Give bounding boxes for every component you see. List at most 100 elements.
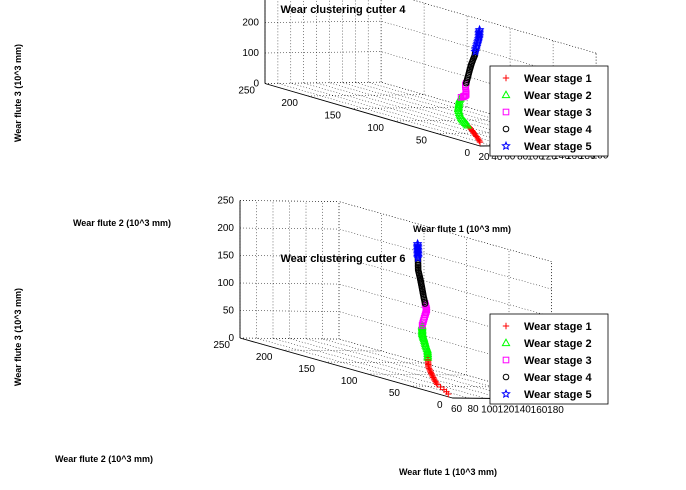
- legend-label: Wear stage 4: [524, 372, 593, 384]
- legend-label: Wear stage 2: [524, 338, 592, 350]
- y-tick-label: 50: [416, 136, 428, 147]
- x-tick-label: 160: [566, 151, 583, 162]
- z-tick-label: 200: [242, 18, 259, 29]
- grid-line: [316, 82, 532, 146]
- y-axis-label: Wear flute 2 (10^3 mm): [55, 454, 153, 464]
- grid-line: [264, 81, 382, 84]
- x-tick-label: 20: [478, 152, 490, 163]
- legend-label: Wear stage 1: [524, 73, 592, 85]
- data-point: [501, 140, 511, 151]
- data-point: [437, 383, 444, 391]
- x-axis-label: Wear flute 1 (10^3 mm): [399, 467, 497, 477]
- grid-line: [342, 82, 558, 146]
- grid-line: [264, 51, 382, 54]
- x-tick-label: 80: [467, 404, 479, 415]
- chart-title: Wear clustering cutter 6: [280, 253, 405, 265]
- series-5: [412, 238, 423, 263]
- z-tick-label: 100: [242, 48, 259, 59]
- data-point: [501, 388, 511, 399]
- box-edge: [412, 0, 597, 54]
- x-tick-label: 140: [553, 151, 570, 162]
- chart-title: Wear clustering cutter 4: [280, 4, 406, 16]
- series-1: [424, 354, 452, 398]
- grid-line: [307, 94, 425, 97]
- grid-line: [282, 349, 382, 352]
- legend: Wear stage 1 Wear stage 2 Wear stage 3 Wear…: [489, 65, 609, 157]
- data-point: [502, 74, 510, 82]
- chart-1: 2040608010012014016018020005010015020025…: [13, 0, 609, 234]
- legend-label: Wear stage 1: [524, 321, 592, 333]
- data-point: [430, 375, 438, 383]
- z-tick-label: 150: [217, 251, 234, 262]
- data-point: [476, 138, 484, 146]
- legend-label: Wear stage 5: [524, 141, 592, 153]
- legend-box: [489, 65, 609, 157]
- data-point: [502, 356, 510, 364]
- z-axis-label: Wear flute 3 (10^3 mm): [13, 288, 23, 386]
- legend-box: [489, 313, 609, 405]
- grid-line: [289, 338, 503, 399]
- y-tick-label: 0: [437, 400, 443, 411]
- y-axis: [239, 337, 453, 399]
- grid-line: [303, 82, 519, 146]
- y-tick-label: 250: [238, 86, 255, 97]
- x-tick-label: 100: [527, 151, 544, 162]
- grid-line: [264, 20, 382, 23]
- grid-line: [239, 227, 340, 230]
- y-tick-label: 100: [367, 123, 384, 134]
- series-4: [414, 254, 429, 307]
- x-tick-label: 180: [547, 405, 564, 416]
- z-tick-label: 0: [253, 79, 259, 90]
- x-tick-label: 60: [451, 404, 463, 415]
- grid-line: [367, 373, 467, 376]
- data-point: [502, 108, 510, 116]
- legend-label: Wear stage 3: [524, 355, 592, 367]
- box-edge: [338, 201, 552, 262]
- x-tick-label: 120: [498, 405, 515, 416]
- y-axis-label: Wear flute 2 (10^3 mm): [73, 218, 171, 228]
- z-tick-label: 0: [228, 333, 234, 344]
- x-tick-label: 60: [504, 152, 516, 163]
- grid-line: [350, 106, 468, 109]
- y-tick-label: 200: [281, 98, 298, 109]
- z-axis-label: Wear flute 3 (10^3 mm): [13, 44, 23, 142]
- x-axis-label: Wear flute 1 (10^3 mm): [413, 224, 511, 234]
- grid-line: [381, 20, 597, 84]
- x-tick-label: 100: [481, 404, 498, 415]
- data-point: [502, 125, 510, 133]
- box-edge: [239, 200, 340, 202]
- data-point: [421, 313, 428, 320]
- series-3: [418, 300, 431, 329]
- z-tick-label: 100: [217, 278, 234, 289]
- x-tick-label: 40: [491, 152, 503, 163]
- legend-label: Wear stage 4: [524, 124, 593, 136]
- grid-line: [338, 256, 552, 317]
- series-4: [462, 48, 479, 87]
- data-point: [476, 137, 483, 144]
- grid-line: [381, 51, 597, 115]
- grid-line: [272, 338, 486, 399]
- y-tick-label: 150: [298, 364, 315, 375]
- grid-line: [277, 83, 493, 147]
- y-tick-label: 200: [256, 352, 273, 363]
- grid-line: [338, 228, 552, 290]
- data-point: [431, 376, 438, 384]
- data-point: [412, 240, 423, 250]
- data-point: [412, 238, 423, 248]
- grid-line: [256, 337, 470, 399]
- legend-label: Wear stage 5: [524, 389, 592, 401]
- grid-line: [381, 81, 597, 145]
- y-tick-label: 100: [341, 376, 358, 387]
- series-5: [470, 24, 485, 56]
- y-tick-label: 50: [389, 388, 401, 399]
- grid-line: [264, 81, 382, 84]
- x-tick-label: 80: [517, 152, 529, 163]
- data-point: [502, 373, 510, 381]
- grid-line: [305, 338, 519, 399]
- x-tick-label: 120: [540, 151, 557, 162]
- data-point: [502, 322, 510, 330]
- y-axis: [264, 83, 481, 147]
- y-tick-label: 150: [324, 111, 341, 122]
- grid-line: [368, 82, 584, 146]
